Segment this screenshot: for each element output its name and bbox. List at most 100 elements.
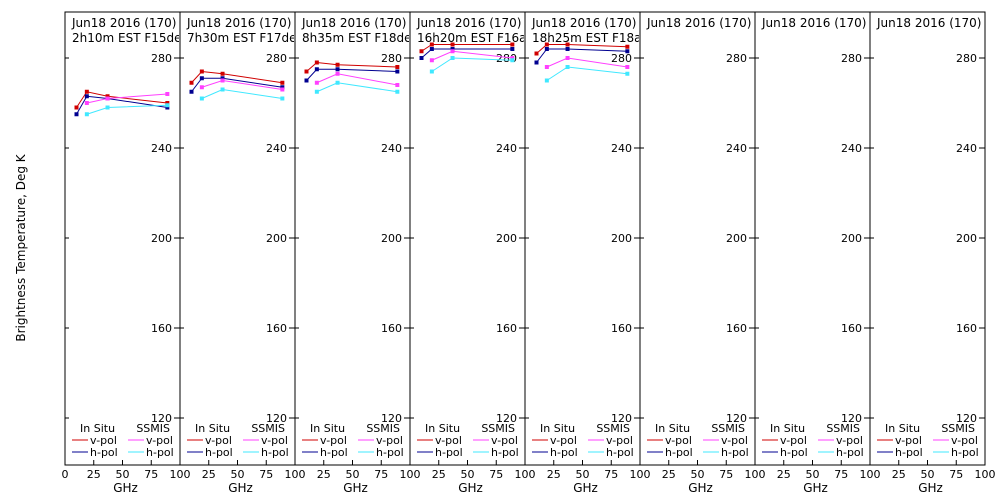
x-tick-label: 50	[231, 468, 245, 481]
data-point	[544, 78, 549, 83]
legend-ssmis-header: SSMIS	[136, 422, 170, 435]
data-point	[189, 89, 194, 94]
data-point	[429, 42, 434, 47]
x-tick-label: 75	[374, 468, 388, 481]
legend-label: h-pol	[951, 446, 979, 459]
y-tick-label: 160	[496, 322, 517, 335]
panel-title-date: Jun18 2016 (170)	[876, 16, 981, 30]
legend-label: h-pol	[205, 446, 233, 459]
x-tick-label: 75	[259, 468, 273, 481]
data-point	[220, 71, 225, 76]
data-point	[565, 47, 570, 51]
data-point	[625, 71, 630, 76]
data-point	[450, 42, 455, 47]
series-line-insitu-hpol	[76, 95, 168, 115]
y-tick-label: 120	[611, 412, 632, 425]
data-point	[395, 69, 400, 74]
series-line-insitu-vpol	[306, 61, 398, 72]
legend-label: v-pol	[780, 434, 807, 447]
data-point	[84, 89, 89, 94]
data-point	[84, 101, 89, 105]
panel-5: Jun18 2016 (170)18h25m EST F18asc 120 160 2…	[524, 11, 651, 495]
x-tick-label: 25	[777, 468, 791, 481]
panel-title-date: Jun18 2016 (170)	[531, 16, 636, 30]
legend-label: v-pol	[895, 434, 922, 447]
y-tick-label: 200	[956, 232, 977, 245]
x-tick-label: 25	[892, 468, 906, 481]
data-point	[625, 44, 630, 49]
series-line-insitu-hpol	[306, 68, 398, 81]
legend-label: h-pol	[665, 446, 693, 459]
y-axis-label: Brightness Temperature, Deg K	[14, 153, 28, 341]
data-point	[314, 67, 319, 72]
panel-grid: Jun18 2016 (170)2h10m EST F15des12016020…	[62, 11, 996, 495]
panel-title-overpass: 16h20m EST F16asc	[417, 31, 539, 45]
data-point	[395, 89, 400, 94]
panel-7: Jun18 2016 (170) 120 160 200 240 280 25 50 75 100…	[754, 11, 881, 495]
y-tick-label: 200	[266, 232, 287, 245]
legend-label: v-pol	[836, 434, 863, 447]
x-tick-label: 25	[432, 468, 446, 481]
x-axis-label: GHz	[343, 481, 368, 495]
panel-title-date: Jun18 2016 (170)	[186, 16, 291, 30]
series-line-insitu-vpol	[76, 91, 168, 108]
y-tick-label: 280	[841, 52, 862, 65]
legend-label: v-pol	[606, 434, 633, 447]
data-point	[510, 58, 515, 63]
data-point	[84, 94, 89, 99]
legend-in-situ-header: In Situ	[885, 422, 920, 435]
y-tick-label: 200	[611, 232, 632, 245]
x-tick-label: 75	[834, 468, 848, 481]
panel-3: Jun18 2016 (170)8h35m EST F18des 120 160 20…	[294, 11, 421, 495]
legend-label: h-pol	[320, 446, 348, 459]
panel-1: Jun18 2016 (170)2h10m EST F15des 120 160 20…	[62, 11, 191, 495]
y-tick-label: 160	[266, 322, 287, 335]
data-point	[450, 56, 455, 60]
series-line-insitu-hpol	[191, 77, 283, 93]
y-tick-label: 120	[151, 412, 172, 425]
x-axis-label: GHz	[228, 481, 253, 495]
y-tick-label: 240	[956, 142, 977, 155]
data-point	[565, 65, 570, 69]
y-tick-label: 280	[726, 52, 747, 65]
y-tick-label: 200	[841, 232, 862, 245]
legend-in-situ-header: In Situ	[770, 422, 805, 435]
legend-label: v-pol	[951, 434, 978, 447]
x-tick-label: 25	[547, 468, 561, 481]
data-point	[544, 42, 549, 47]
y-tick-label: 280	[266, 52, 287, 65]
x-tick-label: 25	[317, 468, 331, 481]
y-tick-label: 280	[956, 52, 977, 65]
data-point	[189, 80, 194, 85]
data-point	[419, 49, 424, 54]
y-tick-label: 160	[151, 322, 172, 335]
legend-label: h-pol	[606, 446, 634, 459]
data-point	[335, 62, 340, 67]
panel-title-date: Jun18 2016 (170)	[416, 16, 521, 30]
legend-label: v-pol	[320, 434, 347, 447]
data-point	[199, 85, 204, 90]
x-axis-label: GHz	[688, 481, 713, 495]
data-point	[429, 69, 434, 74]
legend-label: v-pol	[205, 434, 232, 447]
data-point	[450, 49, 455, 54]
legend-in-situ-header: In Situ	[540, 422, 575, 435]
data-point	[335, 67, 340, 72]
x-axis-label: GHz	[458, 481, 483, 495]
legend-label: v-pol	[146, 434, 173, 447]
legend-label: h-pol	[376, 446, 404, 459]
data-point	[304, 78, 309, 83]
x-tick-label: 100	[170, 468, 191, 481]
legend-ssmis-header: SSMIS	[481, 422, 515, 435]
data-point	[625, 65, 630, 69]
legend-label: h-pol	[261, 446, 289, 459]
y-tick-label: 280	[151, 52, 172, 65]
series-line-insitu-hpol	[536, 48, 628, 63]
legend-label: v-pol	[435, 434, 462, 447]
legend-label: h-pol	[780, 446, 808, 459]
data-point	[74, 105, 79, 110]
